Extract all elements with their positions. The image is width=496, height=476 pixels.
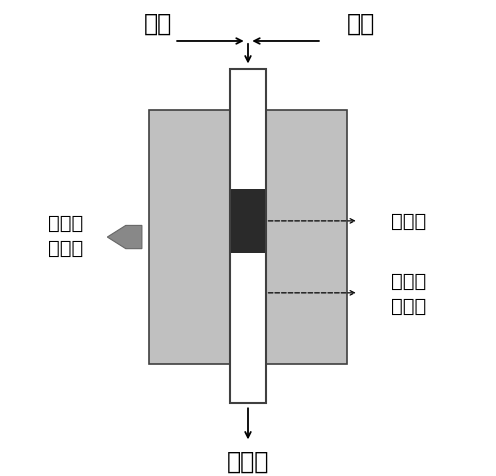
Text: 加热保
温组件: 加热保 温组件 <box>391 271 426 315</box>
Bar <box>231 69 265 403</box>
Text: 固定床
反应器: 固定床 反应器 <box>48 213 83 257</box>
Bar <box>265 111 347 364</box>
Polygon shape <box>107 226 142 249</box>
Bar <box>232 189 264 254</box>
Text: 丁烯醉: 丁烯醉 <box>227 449 269 473</box>
Text: 乙醉: 乙醉 <box>144 11 172 35</box>
Text: 却化剂: 却化剂 <box>391 212 426 231</box>
Text: 载气: 载气 <box>347 11 375 35</box>
Bar <box>149 111 231 364</box>
